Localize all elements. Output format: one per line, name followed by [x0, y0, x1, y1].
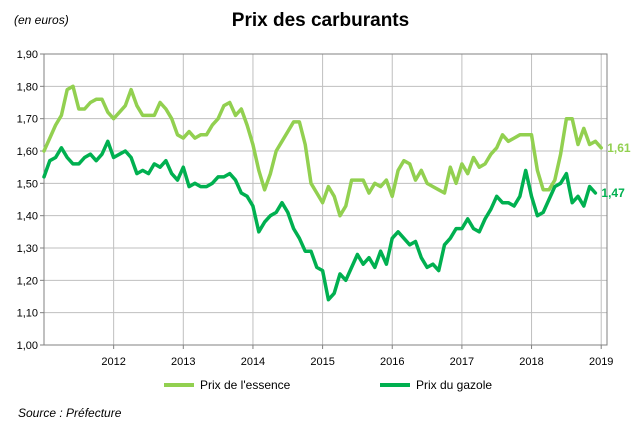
x-tick-label: 2017: [450, 356, 474, 368]
series-lines: [42, 84, 603, 302]
y-tick-label: 1,90: [17, 49, 38, 61]
gazole-end-label: 1,47: [601, 186, 625, 200]
x-tick-label: 2016: [380, 356, 404, 368]
axes: [40, 53, 608, 349]
legend-swatch-gazole: [380, 383, 410, 387]
y-tick-label: 1,70: [17, 114, 38, 126]
legend-item-essence: Prix de l'essence: [164, 378, 290, 392]
y-tick-label: 1,80: [17, 81, 38, 93]
x-tick-label: 2015: [310, 356, 334, 368]
plot-frame: [43, 53, 608, 346]
y-tick-label: 1,40: [17, 211, 38, 223]
y-tick-label: 1,30: [17, 243, 38, 255]
y-tick-label: 1,50: [17, 178, 38, 190]
unit-label: (en euros): [14, 13, 69, 27]
y-tick-label: 1,10: [17, 308, 38, 320]
x-tick-label: 2014: [241, 356, 265, 368]
y-tick-label: 1,20: [17, 275, 38, 287]
x-tick-label: 2012: [101, 356, 125, 368]
y-tick-label: 1,60: [17, 146, 38, 158]
y-tick-label: 1,00: [17, 340, 38, 352]
legend-label-essence: Prix de l'essence: [200, 378, 291, 392]
essence-line: [42, 84, 603, 218]
x-tick-label: 2018: [519, 356, 543, 368]
essence-end-label: 1,61: [607, 141, 631, 155]
source-note: Source : Préfecture: [18, 406, 122, 420]
legend-label-gazole: Prix du gazole: [416, 378, 493, 392]
chart-title: Prix des carburants: [231, 10, 410, 31]
legend-item-gazole: Prix du gazole: [380, 378, 492, 392]
tick-labels: 1,00 1,10 1,20 1,30 1,40 1,50 1,60 1,70 1,80 1,90…: [17, 49, 631, 368]
x-tick-label: 2019: [589, 356, 613, 368]
legend-swatch-essence: [164, 383, 194, 387]
x-tick-label: 2013: [171, 356, 195, 368]
gazole-line: [42, 139, 598, 302]
